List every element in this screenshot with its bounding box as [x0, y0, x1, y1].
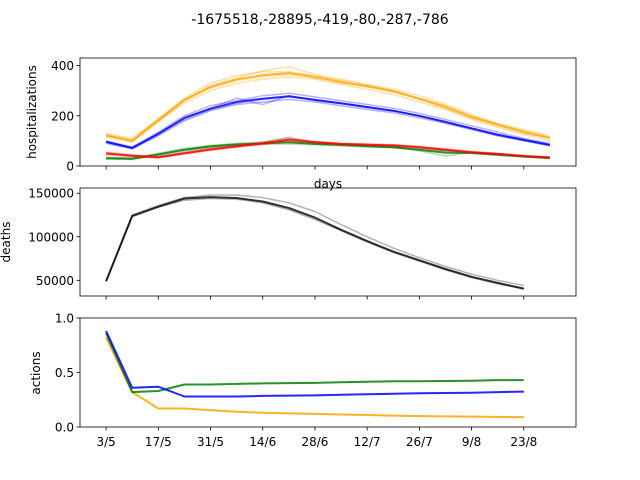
hospitalizations-lines — [105, 66, 551, 161]
hospitalizations-y-tick-label: 0 — [66, 160, 74, 174]
actions-series-line — [105, 332, 524, 394]
deaths-y-tick-label: 100000 — [28, 230, 74, 244]
actions-y-ticks: 0.0 0.5 1.0 — [55, 312, 80, 435]
hospitalizations-series-line — [105, 95, 551, 149]
x-tick-label: 23/8 — [510, 435, 537, 449]
hospitalizations-axes-frame — [79, 57, 577, 167]
hospitalizations-y-label: hospitalizations — [25, 65, 39, 159]
actions-series-line — [105, 337, 524, 419]
deaths-x-ticks — [105, 296, 525, 300]
hospitalizations-series-line — [105, 92, 551, 148]
actions-y-tick-label: 0.0 — [55, 421, 74, 435]
hospitalizations-series-line — [106, 138, 550, 159]
deaths-axes-frame — [79, 187, 577, 297]
deaths-series-line — [105, 196, 525, 290]
x-tick-label: 14/6 — [249, 435, 276, 449]
deaths-lines — [105, 194, 525, 290]
hospitalizations-y-tick-label: 200 — [51, 109, 74, 123]
x-tick-label: 12/7 — [354, 435, 381, 449]
actions-axes-frame — [79, 317, 577, 428]
x-tick-label: 17/5 — [145, 435, 172, 449]
hospitalizations-x-label: days — [314, 177, 342, 191]
hospitalizations-y-ticks: 0 200 400 — [51, 59, 80, 174]
actions-series-line — [105, 330, 524, 398]
deaths-y-label: deaths — [0, 222, 13, 263]
x-tick-label: 9/8 — [462, 435, 481, 449]
hospitalizations-y-tick-label: 400 — [51, 59, 74, 73]
actions-y-label: actions — [29, 351, 43, 394]
x-tick-label: 28/6 — [301, 435, 328, 449]
x-tick-label: 26/7 — [406, 435, 433, 449]
figure-title: -1675518,-28895,-419,-80,-287,-786 — [191, 12, 449, 28]
hospitalizations-panel: 0 200 400 hospitalizations days — [25, 57, 577, 191]
deaths-y-ticks: 50000 100000 150000 — [28, 187, 80, 288]
hospitalizations-series-line — [105, 76, 551, 143]
x-tick-label: 31/5 — [197, 435, 224, 449]
actions-lines — [105, 330, 524, 419]
hospitalizations-series-line — [105, 98, 551, 150]
deaths-panel: 50000 100000 150000 deaths — [0, 187, 577, 300]
deaths-y-tick-label: 50000 — [36, 274, 74, 288]
actions-x-ticks: 3/5 17/5 31/5 14/6 28/6 12/7 26/7 9/8 23/8 — [96, 427, 537, 449]
hospitalizations-series-line — [105, 72, 551, 142]
deaths-y-tick-label: 150000 — [28, 187, 74, 201]
x-tick-label: 3/5 — [96, 435, 115, 449]
deaths-series-line — [105, 194, 524, 287]
actions-y-tick-label: 1.0 — [55, 312, 74, 326]
hospitalizations-x-ticks — [105, 166, 525, 170]
actions-panel: 0.0 0.5 1.0 3/5 17/5 31/5 14/6 28/6 12/7 26/7 9/8… — [29, 312, 577, 449]
actions-y-tick-label: 0.5 — [55, 366, 74, 380]
